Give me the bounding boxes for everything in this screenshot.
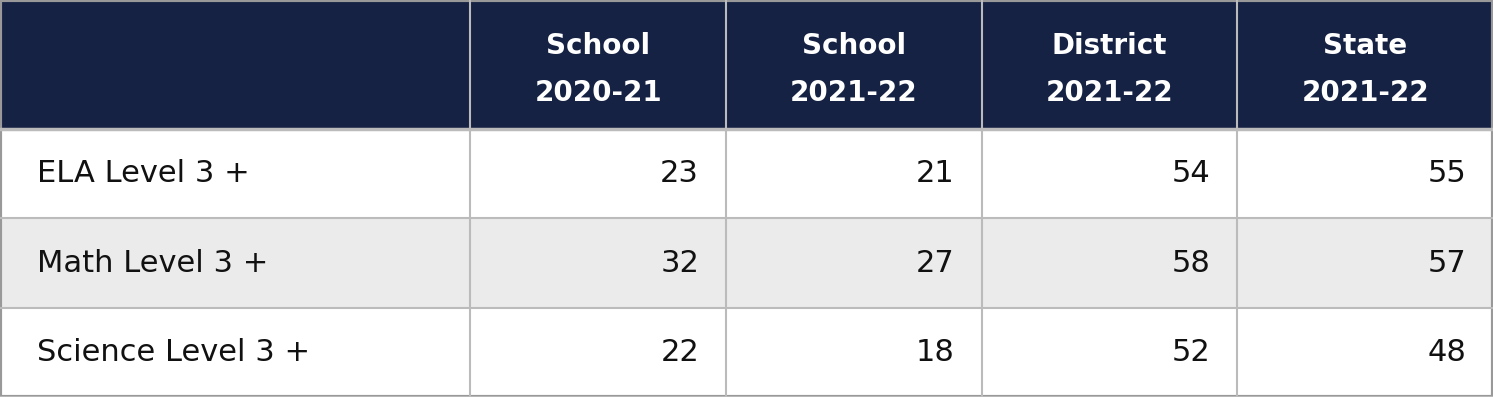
Text: 2021-22: 2021-22 [1302,79,1429,107]
Bar [470,308,726,397]
Bar [982,129,1238,218]
Bar [726,308,982,397]
Bar [470,218,726,308]
Text: 52: 52 [1172,338,1211,367]
Text: 27: 27 [917,249,956,278]
Text: Science Level 3 +: Science Level 3 + [37,338,311,367]
Bar [1238,218,1493,308]
Bar [726,0,982,129]
Text: 2020-21: 2020-21 [534,79,661,107]
Bar [726,218,982,308]
Text: 22: 22 [660,338,699,367]
Bar [982,308,1238,397]
Bar [1238,0,1493,129]
Bar [982,0,1238,129]
Text: 58: 58 [1172,249,1211,278]
Bar [470,0,726,129]
Bar [1238,308,1493,397]
Bar [0,0,470,129]
Bar [470,129,726,218]
Bar [982,218,1238,308]
Text: 21: 21 [917,159,956,188]
Text: Math Level 3 +: Math Level 3 + [37,249,269,278]
Text: 23: 23 [660,159,699,188]
Bar [0,218,470,308]
Text: ELA Level 3 +: ELA Level 3 + [37,159,249,188]
Bar [0,129,470,218]
Bar [1238,129,1493,218]
Text: District: District [1051,33,1168,60]
Text: 2021-22: 2021-22 [1045,79,1173,107]
Text: 57: 57 [1427,249,1466,278]
Text: School: School [802,33,906,60]
Text: 54: 54 [1172,159,1211,188]
Text: School: School [546,33,649,60]
Bar [0,308,470,397]
Text: 32: 32 [660,249,699,278]
Text: 48: 48 [1427,338,1466,367]
Text: 55: 55 [1427,159,1466,188]
Bar [726,129,982,218]
Text: 2021-22: 2021-22 [790,79,918,107]
Text: 18: 18 [915,338,956,367]
Text: State: State [1323,33,1408,60]
